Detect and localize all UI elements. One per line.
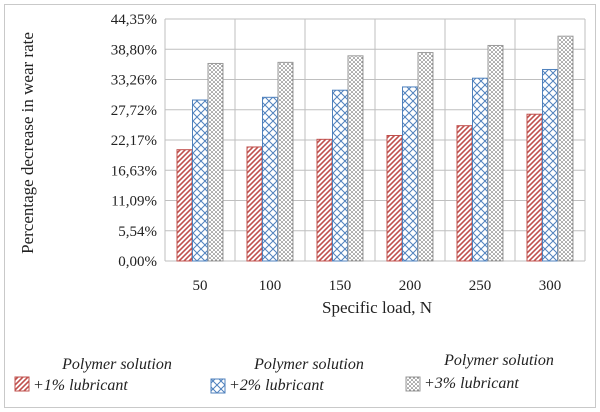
legend-label-line1: Polymer solution	[253, 356, 364, 373]
legend-label-line2: +2% lubricant	[229, 377, 324, 394]
bar-series1-250	[456, 125, 473, 262]
x-tick-label: 50	[193, 278, 208, 294]
bar-series1-50	[176, 149, 193, 262]
bar-series2-100	[262, 96, 278, 262]
bar-series2-300	[542, 68, 558, 262]
bar-series3-250	[487, 44, 504, 262]
bar-series3-150	[347, 55, 364, 262]
bars	[176, 35, 574, 262]
legend-label-line1: Polymer solution	[443, 352, 554, 369]
y-axis-tick-labels: 0,00% 5,54% 11,09% 16,63% 22,17% 27,72% 33,26%…	[111, 12, 157, 270]
legend-swatch	[210, 378, 226, 394]
x-tick-label: 250	[469, 278, 492, 294]
legend-item-2: Polymer solution +2% lubricant	[210, 356, 364, 394]
legend-label-line1: Polymer solution	[61, 356, 172, 373]
y-axis-title: Percentage decrease in wear rate	[18, 32, 37, 254]
x-tick-label: 100	[259, 278, 282, 294]
chart-frame: 0,00% 5,54% 11,09% 16,63% 22,17% 27,72% 33,26%…	[4, 4, 596, 408]
y-tick-label: 16,63%	[111, 163, 157, 179]
bar-series1-300	[526, 113, 543, 262]
x-tick-label: 300	[539, 278, 562, 294]
bar-series2-200	[402, 86, 418, 262]
x-axis-tick-labels: 50 100 150 200 250 300	[193, 278, 562, 294]
legend-label-line2: +1% lubricant	[33, 377, 128, 394]
bar-series1-150	[316, 138, 333, 262]
y-tick-label: 38,80%	[111, 42, 157, 58]
legend-swatch	[405, 376, 421, 392]
bar-chart: 0,00% 5,54% 11,09% 16,63% 22,17% 27,72% 33,26%…	[14, 12, 586, 394]
y-tick-label: 5,54%	[118, 224, 157, 240]
legend-swatch	[14, 376, 30, 392]
y-tick-label: 22,17%	[111, 133, 157, 149]
legend-item-1: Polymer solution +1% lubricant	[14, 356, 172, 394]
y-tick-label: 44,35%	[111, 12, 157, 28]
bar-series3-100	[277, 61, 294, 262]
x-tick-label: 150	[329, 278, 352, 294]
y-tick-label: 0,00%	[118, 254, 157, 270]
bar-series3-200	[417, 52, 434, 262]
y-tick-label: 11,09%	[111, 194, 157, 210]
x-tick-label: 200	[399, 278, 422, 294]
gridlines	[164, 18, 586, 262]
bar-series3-300	[557, 35, 574, 262]
legend-label-line2: +3% lubricant	[424, 375, 519, 392]
bar-series3-50	[207, 62, 224, 262]
y-tick-label: 27,72%	[111, 103, 157, 119]
legend-item-3: Polymer solution +3% lubricant	[405, 352, 554, 392]
x-axis-title: Specific load, N	[322, 298, 432, 317]
bar-series2-150	[332, 89, 348, 262]
bar-series1-100	[246, 146, 263, 262]
bar-series2-50	[192, 99, 208, 262]
bar-series1-200	[386, 134, 403, 262]
y-tick-label: 33,26%	[111, 73, 157, 89]
bar-series2-250	[472, 77, 488, 262]
